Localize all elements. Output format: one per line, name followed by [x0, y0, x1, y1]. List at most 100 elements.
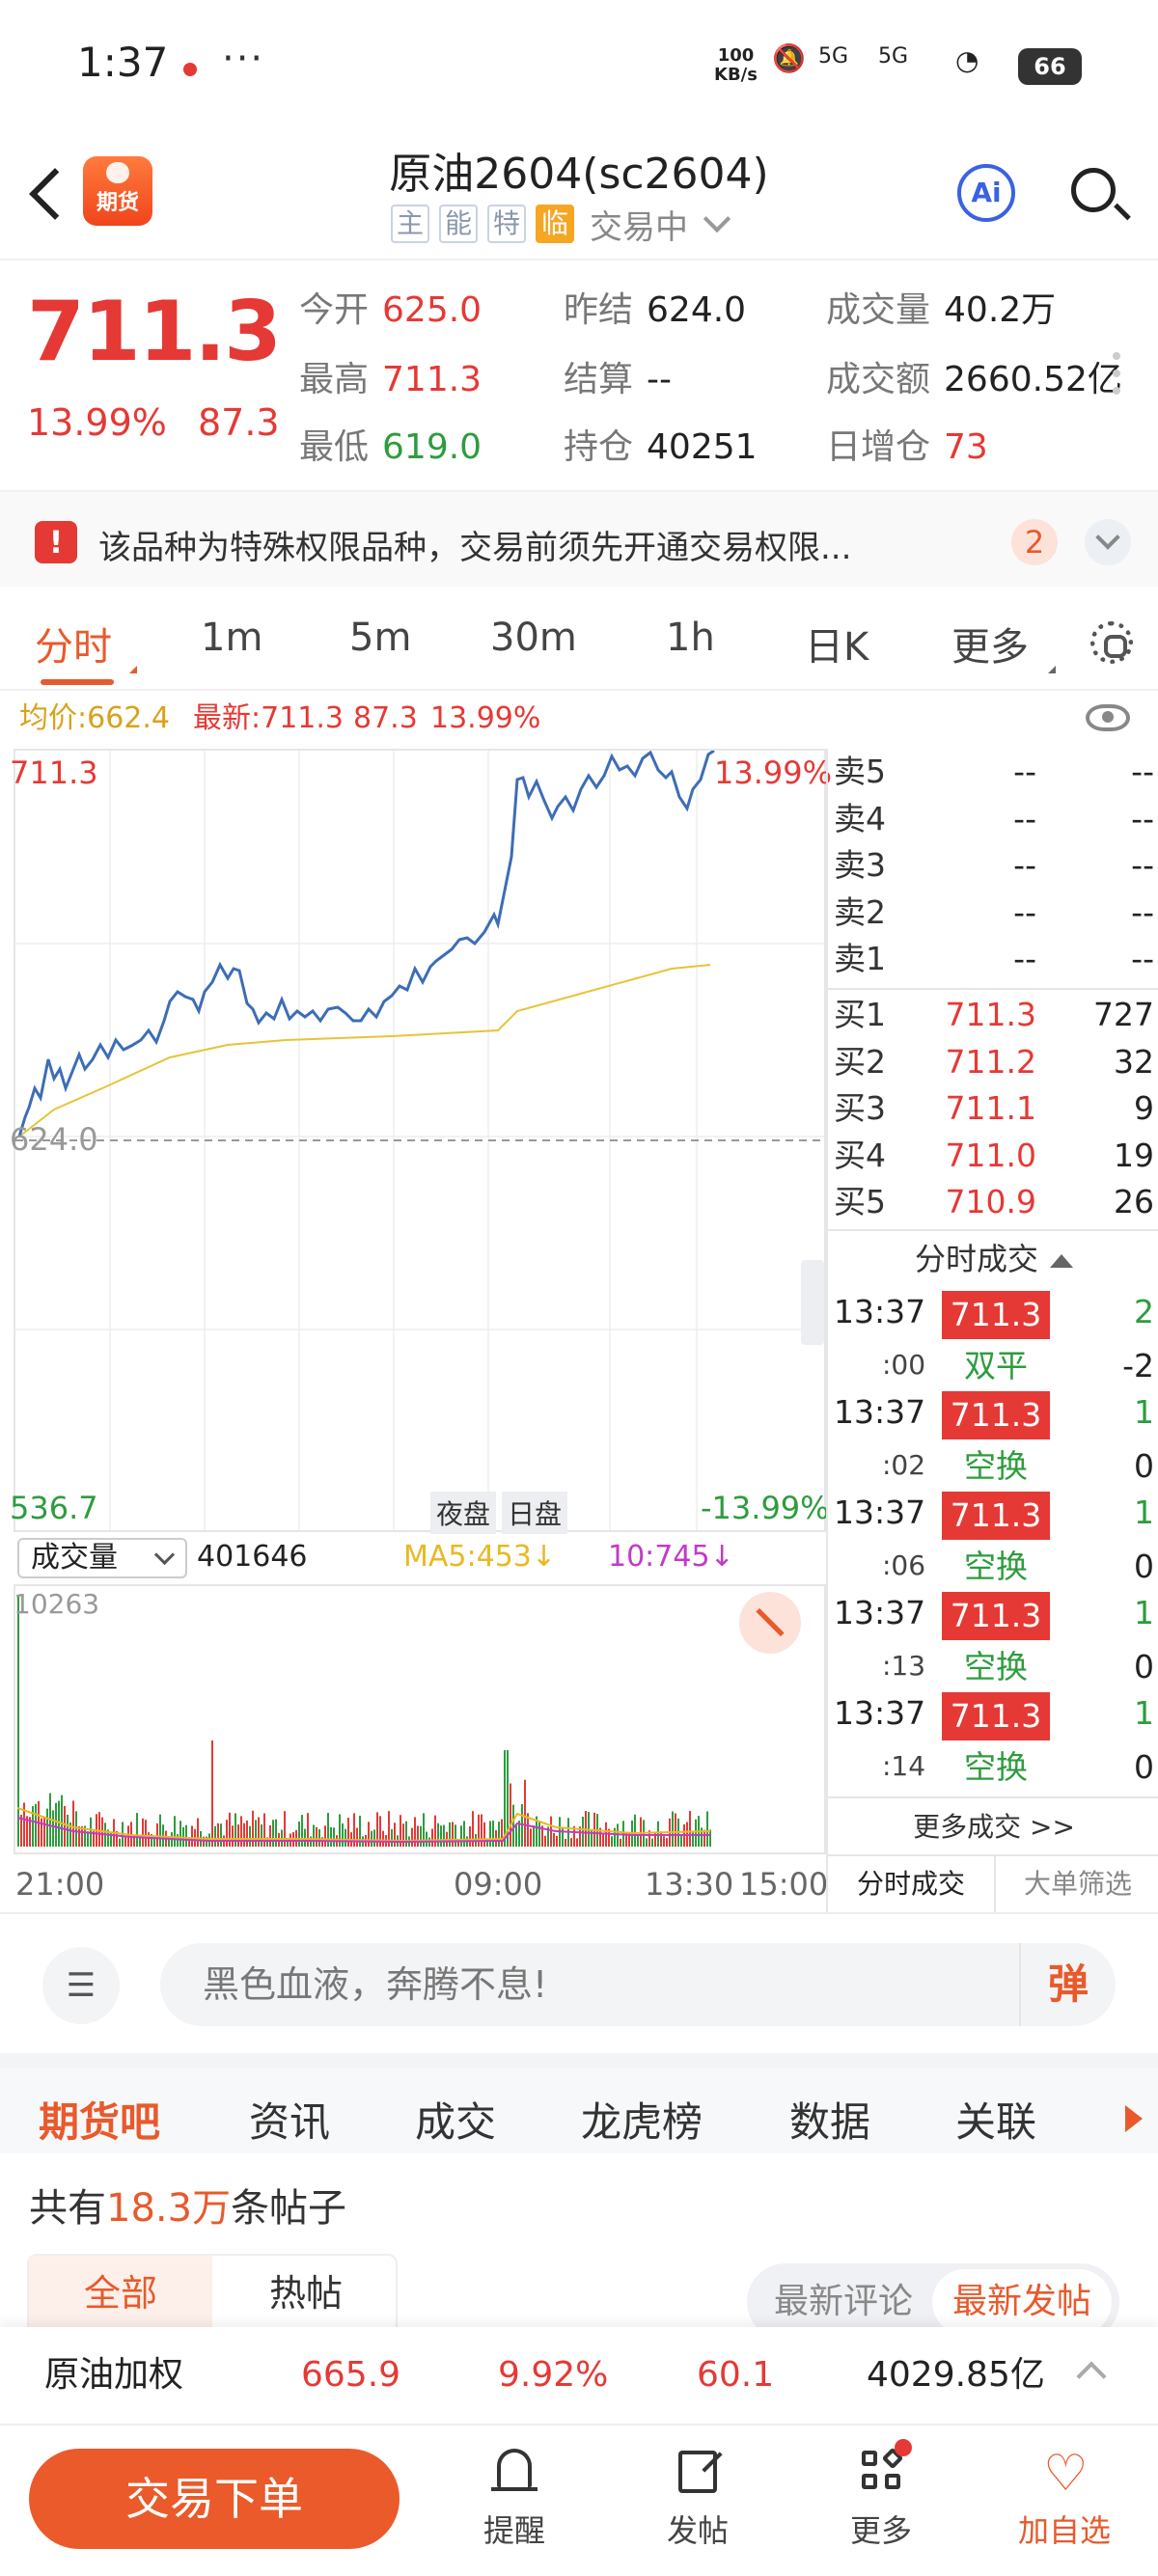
bid-row[interactable]: 买2 711.2 32: [828, 1039, 1158, 1085]
ma5-value: MA5:453↓: [403, 1540, 556, 1574]
tab-related[interactable]: 关联: [955, 2098, 1037, 2146]
volume-bar: [472, 1811, 474, 1847]
bid-row[interactable]: 买5 710.9 26: [828, 1179, 1158, 1225]
quote-field-label: 成交量: [826, 290, 931, 330]
tab-intraday[interactable]: 分时: [35, 625, 112, 670]
tab-more[interactable]: 更多: [951, 625, 1029, 670]
quote-field-value: 711.3: [382, 360, 482, 399]
sort-latest-post[interactable]: 最新发帖: [932, 2269, 1112, 2335]
tab-1m[interactable]: 1m: [201, 616, 263, 660]
volume-bar: [394, 1822, 396, 1847]
fullscreen-expand-icon[interactable]: [739, 1592, 801, 1654]
ask-row[interactable]: 卖2 -- --: [828, 890, 1158, 936]
volume-bar: [373, 1829, 375, 1847]
tab-tick-trades[interactable]: 分时成交: [856, 1868, 965, 1900]
volume-header: 成交量 401646 MA5:453↓ 10:745↓: [14, 1532, 826, 1582]
session-night-label[interactable]: 夜盘: [430, 1492, 497, 1534]
quote-field: 今开 625.0: [299, 282, 482, 332]
volume-bar: [168, 1837, 170, 1847]
tab-big-order-filter[interactable]: 大单筛选: [994, 1856, 1158, 1912]
trade-oi: 0: [1134, 1548, 1154, 1585]
volume-bar: [469, 1826, 471, 1847]
nav-add-watchlist[interactable]: ♡ 加自选: [1002, 2439, 1127, 2564]
trade-oi: 0: [1134, 1648, 1154, 1685]
tab-30m[interactable]: 30m: [490, 616, 577, 660]
permission-notice[interactable]: ! 该品种为特殊权限品种，交易前须先开通交易权限... 2: [0, 490, 1158, 587]
nav-more[interactable]: 更多: [818, 2439, 944, 2564]
volume-bar: [313, 1824, 315, 1847]
status-time: 1:37: [77, 39, 169, 86]
place-order-button[interactable]: 交易下单: [29, 2449, 400, 2549]
trade-seconds: :06: [882, 1549, 926, 1581]
volume-bar: [356, 1827, 358, 1847]
tab-trades[interactable]: 成交: [415, 2098, 497, 2146]
volume-bar: [261, 1823, 262, 1847]
volume-bar: [93, 1830, 95, 1847]
volume-bar: [414, 1817, 416, 1847]
quote-field-label: 成交额: [826, 360, 931, 399]
volume-bar: [301, 1815, 303, 1847]
tab-futures-forum[interactable]: 期货吧: [39, 2098, 161, 2146]
nav-post[interactable]: 发帖: [635, 2439, 760, 2564]
ai-assistant-button[interactable]: Ai: [957, 164, 1015, 222]
bid-row[interactable]: 买4 711.0 19: [828, 1133, 1158, 1179]
search-icon[interactable]: [1071, 168, 1116, 212]
nav-reminder[interactable]: 提醒: [452, 2439, 577, 2564]
tab-news[interactable]: 资讯: [249, 2098, 331, 2146]
session-day-label[interactable]: 日盘: [502, 1492, 568, 1534]
ask-row[interactable]: 卖3 -- --: [828, 842, 1158, 889]
contract-tags[interactable]: 主 能 特 临 交易中: [391, 203, 731, 247]
back-arrow-icon[interactable]: [27, 164, 66, 222]
volume-bar: [637, 1834, 639, 1847]
scroll-right-arrow-icon[interactable]: [1125, 2105, 1143, 2132]
tab-data[interactable]: 数据: [789, 2098, 871, 2146]
ask-row[interactable]: 卖4 -- --: [828, 796, 1158, 842]
volume-bar: [345, 1828, 346, 1847]
volume-bar: [518, 1821, 520, 1847]
ask-row[interactable]: 卖1 -- --: [828, 936, 1158, 982]
book-qty: 19: [1114, 1136, 1154, 1174]
settings-gear-icon[interactable]: [1090, 621, 1133, 664]
expand-notice-button[interactable]: [1085, 519, 1131, 565]
bid-row[interactable]: 买1 711.3 727: [828, 992, 1158, 1038]
comment-input[interactable]: 黑色血液，奔腾不息!: [160, 1943, 1116, 2026]
more-vertical-icon[interactable]: [1113, 352, 1120, 410]
trade-type: 双平: [964, 1347, 1028, 1384]
weighted-ticker[interactable]: 原油加权 665.9 9.92% 60.1 4029.85亿: [0, 2327, 1158, 2424]
book-price: --: [1013, 940, 1036, 977]
volume-bar: [400, 1815, 401, 1847]
sort-latest-comment[interactable]: 最新评论: [773, 2282, 913, 2321]
more-trades-link[interactable]: 更多成交 >>: [828, 1796, 1158, 1854]
trade-price: 711.3: [942, 1291, 1050, 1339]
trades-header[interactable]: 分时成交: [828, 1229, 1158, 1285]
tab-daily-k[interactable]: 日K: [805, 625, 869, 670]
intraday-chart[interactable]: 711.3 13.99% 624.0 536.7 -13.99% 夜盘 日盘: [10, 749, 832, 1534]
filter-hot[interactable]: 热帖: [268, 2272, 343, 2315]
nav-more-label: 更多: [849, 2512, 912, 2549]
trade-time: 13:37: [834, 1393, 926, 1431]
bid-row[interactable]: 买3 711.1 9: [828, 1085, 1158, 1132]
danmaku-settings-icon[interactable]: ☰: [42, 1947, 120, 2024]
volume-panel[interactable]: 成交量 401646 MA5:453↓ 10:745↓ 10263: [14, 1532, 826, 1854]
chart-high-label: 711.3: [10, 754, 98, 791]
tab-5m[interactable]: 5m: [349, 616, 412, 660]
panel-toggle-handle[interactable]: [801, 1260, 824, 1345]
posts-section: 共有18.3万条帖子 全部 热帖 最新评论 最新发帖: [0, 2153, 1158, 2341]
volume-bar: [570, 1838, 572, 1847]
quote-field: 日增仓 73: [826, 419, 988, 469]
danmaku-toggle-button[interactable]: 弹: [1019, 1943, 1116, 2026]
ask-row[interactable]: 卖5 -- --: [828, 749, 1158, 795]
tag-energy: 能: [439, 205, 478, 243]
volume-bar: [550, 1816, 552, 1847]
tab-1h[interactable]: 1h: [666, 616, 715, 660]
trade-qty: 1: [1134, 1694, 1154, 1732]
chevron-up-icon[interactable]: [1076, 2361, 1107, 2392]
trade-row: 13:37:14 711.3 空换 1 0: [828, 1690, 1158, 1793]
filter-all[interactable]: 全部: [29, 2256, 212, 2331]
volume-bar: [654, 1832, 656, 1847]
eye-icon[interactable]: [1086, 704, 1130, 731]
indicator-select[interactable]: 成交量: [17, 1538, 187, 1578]
volume-bar: [483, 1822, 485, 1847]
tab-dragon-tiger[interactable]: 龙虎榜: [581, 2098, 703, 2146]
volume-bar: [41, 1818, 42, 1847]
